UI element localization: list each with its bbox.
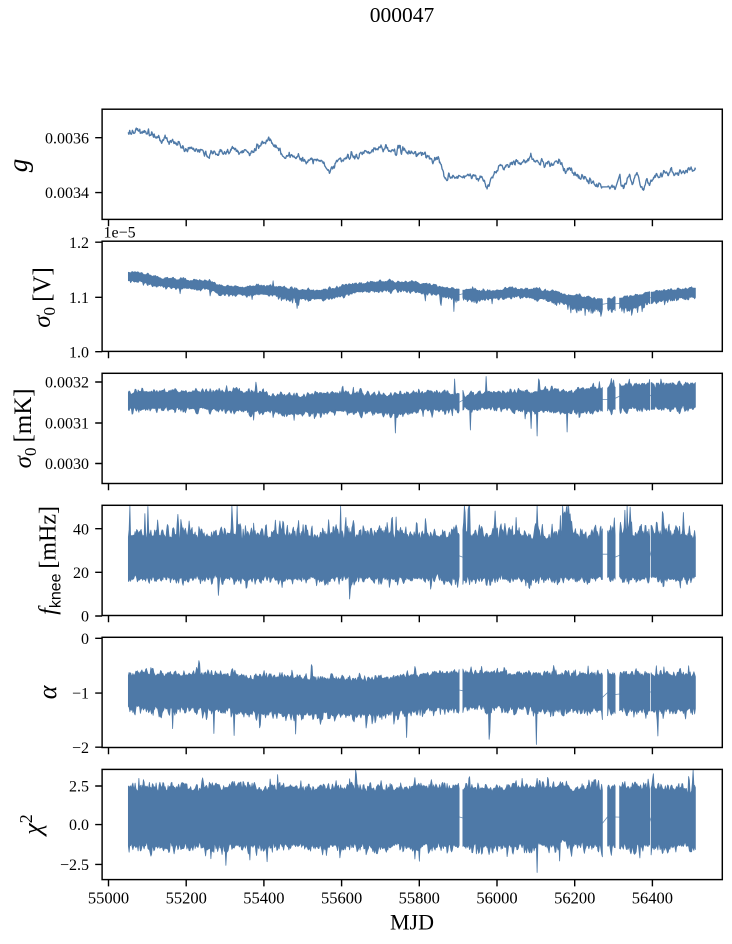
svg-text:40: 40 — [73, 521, 89, 538]
svg-text:1.1: 1.1 — [69, 290, 89, 307]
svg-text:−2: −2 — [72, 740, 89, 757]
svg-text:1.2: 1.2 — [69, 235, 89, 252]
svg-text:g: g — [3, 159, 33, 173]
svg-text:−1: −1 — [72, 686, 89, 703]
svg-text:20: 20 — [73, 565, 89, 582]
svg-text:α: α — [33, 684, 62, 699]
svg-text:56400: 56400 — [632, 889, 673, 908]
svg-text:56000: 56000 — [476, 889, 517, 908]
svg-text:fknee [mHz]: fknee [mHz] — [36, 506, 65, 615]
svg-text:0: 0 — [81, 609, 89, 626]
svg-text:MJD: MJD — [390, 910, 434, 935]
svg-text:55200: 55200 — [166, 889, 207, 908]
svg-text:χ2: χ2 — [16, 814, 47, 837]
svg-text:56200: 56200 — [554, 889, 595, 908]
svg-text:0.0031: 0.0031 — [45, 416, 89, 433]
svg-text:0.0032: 0.0032 — [45, 375, 89, 392]
svg-text:000047: 000047 — [370, 3, 435, 27]
svg-text:0: 0 — [81, 631, 89, 648]
svg-text:1e−5: 1e−5 — [104, 225, 136, 242]
svg-text:σ0 [mK]: σ0 [mK] — [10, 388, 40, 468]
svg-text:0.0036: 0.0036 — [45, 130, 89, 147]
svg-text:0.0034: 0.0034 — [45, 185, 89, 202]
svg-text:55400: 55400 — [243, 889, 284, 908]
svg-text:55800: 55800 — [399, 889, 440, 908]
svg-text:55000: 55000 — [88, 889, 129, 908]
svg-text:55600: 55600 — [321, 889, 362, 908]
svg-text:0.0: 0.0 — [69, 817, 89, 834]
svg-text:2.5: 2.5 — [69, 779, 89, 796]
svg-text:0.0030: 0.0030 — [45, 456, 89, 473]
svg-text:σ0 [V]: σ0 [V] — [29, 267, 59, 328]
svg-text:1.0: 1.0 — [69, 344, 89, 361]
svg-text:−2.5: −2.5 — [60, 857, 89, 874]
